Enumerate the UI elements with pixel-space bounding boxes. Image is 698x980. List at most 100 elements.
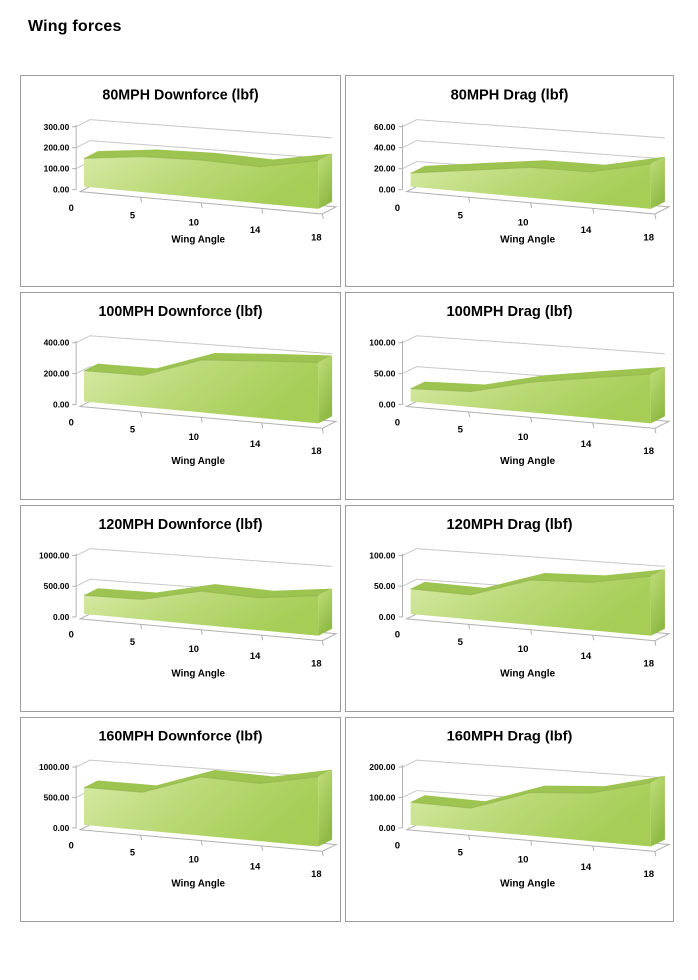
x-tick	[321, 851, 324, 857]
x-tick-label: 10	[189, 644, 199, 654]
x-tick	[261, 635, 264, 641]
x-tick	[200, 840, 203, 846]
gridline	[402, 335, 665, 355]
area-top-edge	[83, 155, 319, 168]
x-tick	[140, 411, 143, 417]
gridline	[402, 119, 665, 139]
x-tick	[654, 851, 657, 857]
x-tick	[321, 213, 324, 220]
x-tick	[200, 629, 203, 635]
chart-box-120mph-drag: 120MPH Drag (lbf) 0.00 50.00 100.00 0 5 10 14 18…	[345, 505, 674, 712]
x-tick	[321, 428, 324, 434]
chart-100mph-drag: 100MPH Drag (lbf) 0.00 50.00 100.00 0 5 10 14 18…	[369, 304, 671, 467]
area-top-surface	[410, 569, 665, 595]
area-top-surface	[410, 367, 665, 392]
y-tick-label: 500.00	[44, 792, 70, 802]
y-tick-label: 1000.00	[39, 762, 70, 772]
x-tick	[140, 835, 143, 841]
chart-box-80mph-downforce: 80MPH Downforce (lbf) 0.00 100.00 200.00 300…	[20, 75, 341, 287]
y-tick-label: 60.00	[374, 122, 396, 132]
x-tick-label: 0	[69, 416, 74, 427]
gridline	[402, 140, 665, 160]
x-tick-label: 5	[458, 425, 464, 436]
y-tick-label: 500.00	[44, 581, 70, 591]
y-tick-label: 200.00	[44, 143, 70, 153]
chart-box-100mph-downforce: 100MPH Downforce (lbf) 0.00 200.00 400.00 0 5…	[20, 292, 341, 500]
x-tick-label: 14	[581, 651, 592, 662]
gridline	[75, 548, 333, 567]
y-tick-label: 40.00	[374, 143, 396, 153]
x-tick	[261, 208, 264, 214]
chart-title: 80MPH Drag (lbf)	[451, 87, 569, 103]
y-tick-label: 100.00	[44, 164, 70, 174]
y-tick-label: 200.00	[369, 762, 395, 772]
x-tick-label: 10	[518, 432, 529, 443]
gridline	[402, 548, 665, 567]
x-tick-label: 0	[395, 841, 400, 852]
x-tick	[592, 635, 595, 641]
x-tick	[261, 422, 264, 428]
x-tick-label: 10	[518, 855, 529, 866]
x-tick-label: 5	[130, 637, 135, 647]
x-tick	[654, 428, 657, 434]
gridline	[75, 335, 333, 355]
chart-box-160mph-drag: 160MPH Drag (lbf) 0.00 100.00 200.00 0 5 10 14 1…	[345, 717, 674, 922]
area-top-edge	[83, 590, 319, 600]
x-tick	[530, 202, 533, 208]
y-tick-label: 100.00	[369, 551, 395, 561]
x-tick	[468, 411, 471, 417]
x-tick	[654, 213, 657, 220]
y-tick-label: 0.00	[379, 823, 396, 833]
y-tick-label: 300.00	[44, 122, 70, 132]
y-tick-label: 0.00	[379, 612, 396, 622]
area-front-face	[84, 156, 319, 209]
x-tick-label: 10	[189, 855, 199, 865]
area-side-surface	[318, 355, 333, 424]
area-front-face	[410, 374, 651, 424]
y-tick-label: 200.00	[44, 369, 70, 379]
chart-box-120mph-downforce: 120MPH Downforce (lbf) 0.00 500.00 1000.00 0…	[20, 505, 341, 712]
chart-80mph-downforce: 80MPH Downforce (lbf) 0.00 100.00 200.00 300…	[44, 87, 338, 245]
x-tick-label: 10	[518, 644, 529, 655]
gridline	[75, 759, 333, 779]
x-tick-label: 14	[250, 438, 261, 449]
y-tick-label: 100.00	[369, 792, 395, 802]
x-tick-label: 14	[581, 225, 592, 236]
chart-box-100mph-drag: 100MPH Drag (lbf) 0.00 50.00 100.00 0 5 10 14 18…	[345, 292, 674, 500]
area-side-surface	[318, 153, 333, 209]
x-tick-label: 5	[130, 848, 135, 858]
x-tick-label: 14	[250, 651, 261, 661]
x-tick-label: 5	[130, 424, 135, 435]
x-axis-title: Wing Angle	[500, 668, 555, 679]
chart-box-80mph-drag: 80MPH Drag (lbf) 0.00 20.00 40.00 60.00 0 5 10 1…	[345, 75, 674, 287]
x-tick	[321, 640, 324, 646]
area-top-surface	[84, 353, 333, 376]
y-tick-label: 400.00	[44, 338, 70, 348]
x-tick-label: 14	[250, 862, 261, 872]
x-tick	[468, 624, 471, 630]
area-side-surface	[650, 569, 665, 636]
area-front-face	[84, 776, 319, 847]
x-tick-label: 18	[311, 445, 321, 456]
x-tick	[592, 845, 595, 851]
page-title: Wing forces	[28, 18, 122, 35]
area-side-surface	[650, 775, 665, 847]
area-top-edge	[410, 575, 651, 596]
y-tick-label: 0.00	[379, 400, 396, 410]
x-tick	[200, 202, 203, 208]
chart-120mph-downforce: 120MPH Downforce (lbf) 0.00 500.00 1000.00 0…	[39, 517, 338, 679]
x-tick-label: 10	[189, 218, 199, 229]
chart-120mph-drag: 120MPH Drag (lbf) 0.00 50.00 100.00 0 5 10 14 18…	[369, 517, 671, 679]
chart-title: 100MPH Downforce (lbf)	[98, 304, 262, 320]
x-tick-label: 5	[458, 210, 464, 221]
x-tick	[468, 835, 471, 841]
x-tick-label: 18	[643, 232, 654, 243]
area-front-face	[410, 576, 651, 636]
area-side-surface	[318, 588, 333, 636]
y-tick-label: 0.00	[53, 612, 70, 622]
x-tick	[592, 208, 595, 214]
x-axis-title: Wing Angle	[500, 234, 555, 245]
x-tick-label: 10	[518, 218, 529, 229]
x-tick-label: 14	[250, 225, 261, 236]
x-tick-label: 5	[130, 210, 136, 221]
